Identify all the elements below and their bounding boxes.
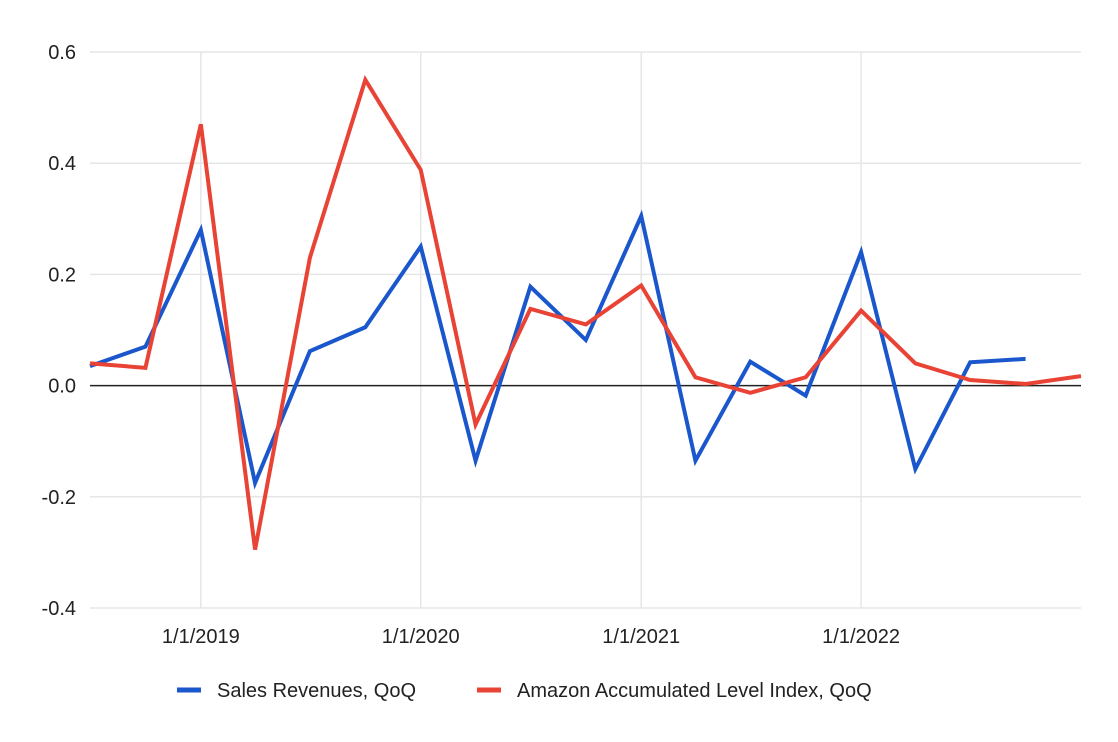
x-tick-label: 1/1/2022 — [822, 626, 900, 648]
series-line-amazon-index — [89, 75, 1082, 550]
y-tick-label: 0.0 — [48, 376, 76, 398]
series-line-sales-revenues — [89, 209, 1026, 490]
x-tick-label: 1/1/2020 — [382, 626, 460, 648]
legend-label: Sales Revenues, QoQ — [217, 680, 416, 702]
legend-label: Amazon Accumulated Level Index, QoQ — [517, 680, 872, 702]
legend: Sales Revenues, QoQ Amazon Accumulated Le… — [177, 680, 872, 702]
y-tick-label: -0.4 — [42, 598, 76, 620]
y-tick-label: 0.2 — [48, 264, 76, 286]
x-tick-label: 1/1/2019 — [162, 626, 240, 648]
x-gridlines — [200, 52, 862, 608]
x-tick-label: 1/1/2021 — [602, 626, 680, 648]
y-gridlines — [90, 51, 1081, 609]
series-lines — [89, 75, 1082, 550]
x-axis-tick-labels: 1/1/2019 1/1/2020 1/1/2021 1/1/2022 — [162, 626, 900, 648]
y-tick-label: 0.6 — [48, 42, 76, 64]
y-tick-label: 0.4 — [48, 153, 76, 175]
y-axis-tick-labels: 0.6 0.4 0.2 0.0 -0.2 -0.4 — [42, 42, 76, 620]
y-tick-label: -0.2 — [42, 487, 76, 509]
